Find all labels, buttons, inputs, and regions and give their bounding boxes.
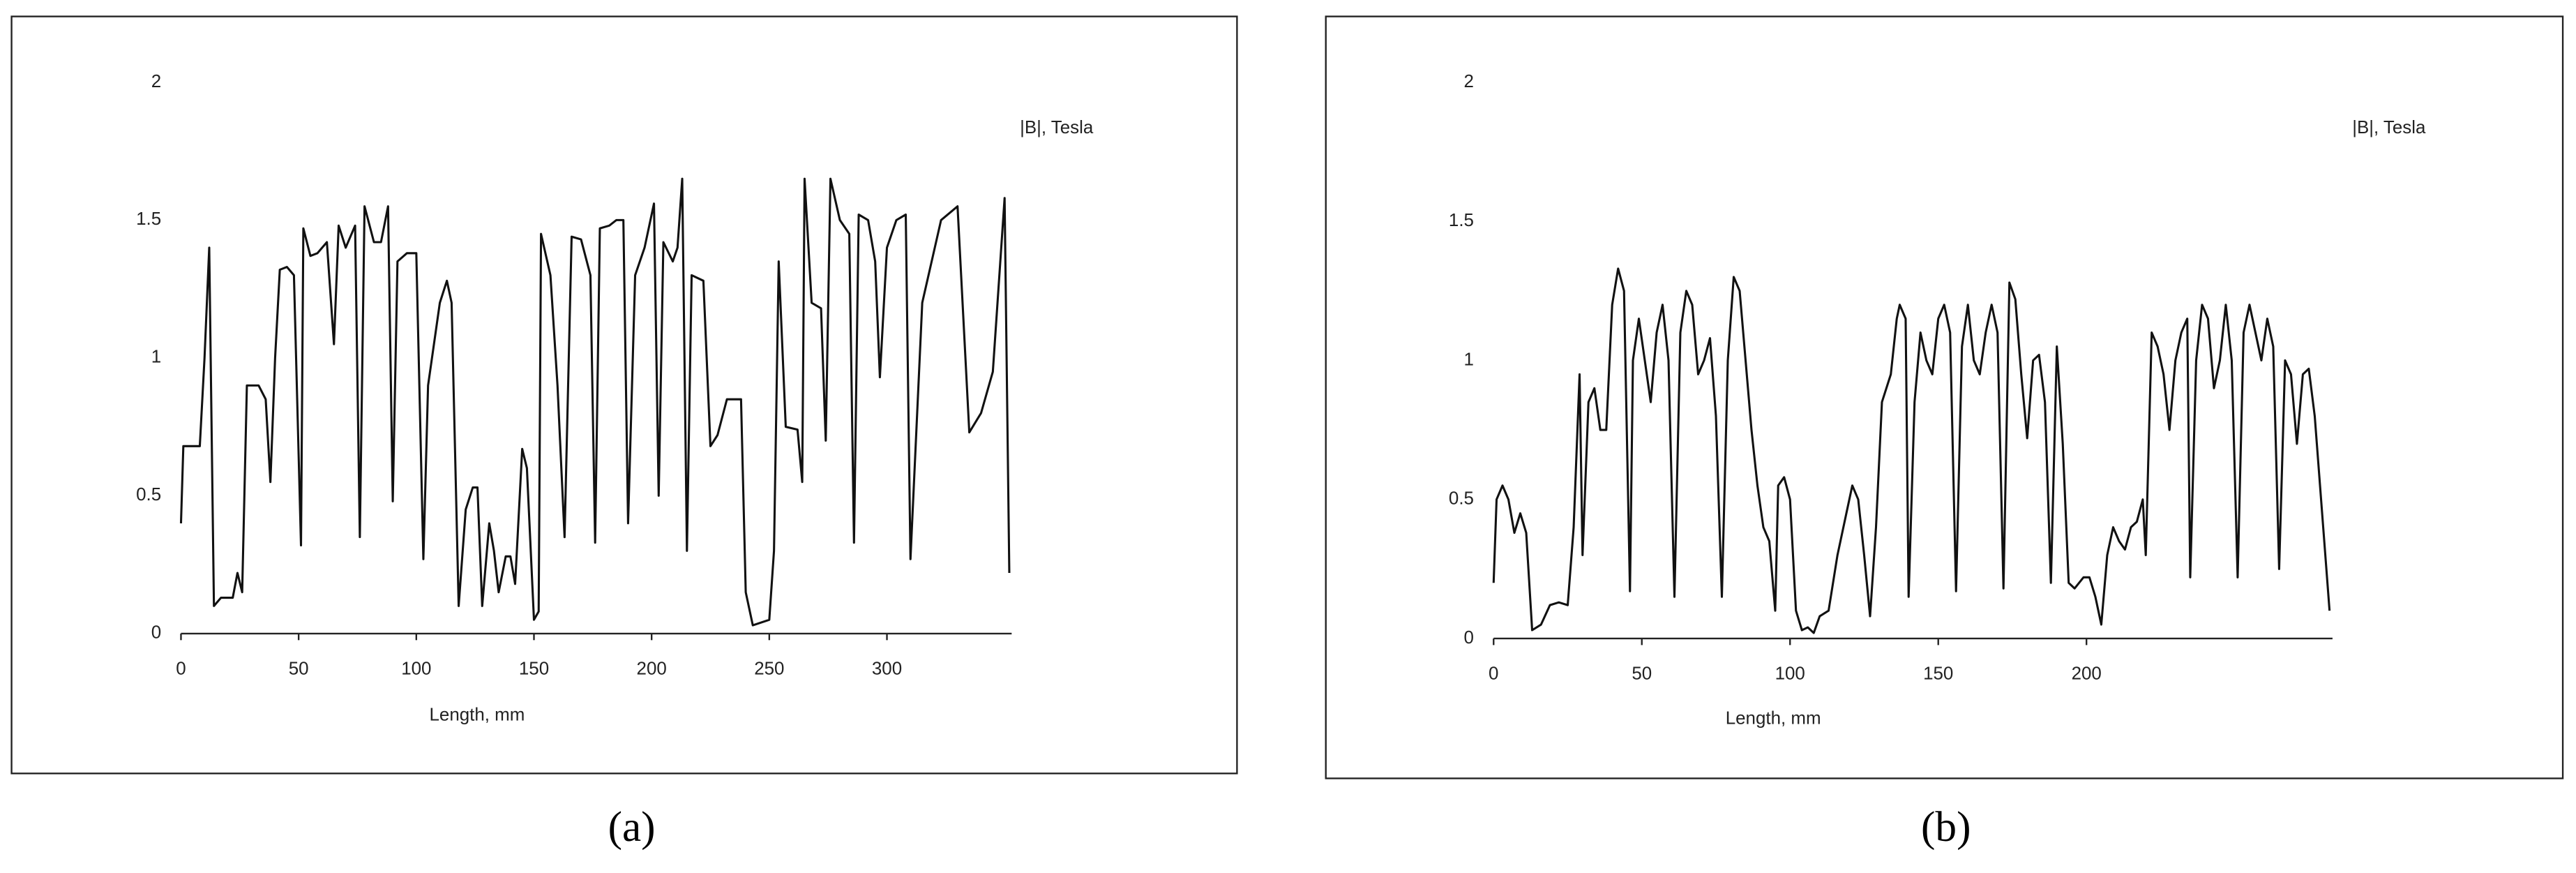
y-tick-label: 1.5	[1449, 211, 1474, 230]
y-tick-label: 0.5	[1449, 489, 1474, 509]
x-tick-label: 250	[754, 659, 784, 679]
y-tick-label: 1	[151, 348, 161, 367]
panel-caption: (b)	[1921, 803, 1971, 851]
x-tick-label: 100	[401, 659, 431, 679]
data-line	[1492, 267, 2331, 634]
x-tick-label: 0	[176, 659, 186, 679]
y-axis-label: |B|, Tesla	[2352, 118, 2426, 137]
y-axis-label: |B|, Tesla	[1020, 118, 1094, 137]
x-axis-label: Length, mm	[429, 706, 525, 725]
panel-caption: (a)	[608, 803, 656, 851]
x-tick-label: 200	[637, 659, 667, 679]
y-tick-label: 0	[1464, 628, 1474, 648]
x-tick-label: 300	[872, 659, 902, 679]
y-tick-label: 2	[151, 72, 161, 91]
panel-frame	[10, 15, 1238, 775]
x-tick-label: 0	[1489, 664, 1498, 684]
x-tick-label: 50	[289, 659, 309, 679]
data-line	[179, 177, 1011, 627]
x-tick-label: 200	[2072, 664, 2102, 684]
x-axis-label: Length, mm	[1726, 708, 1821, 728]
x-tick-label: 150	[519, 659, 549, 679]
y-tick-label: 0.5	[136, 485, 161, 505]
panel-frame	[1325, 15, 2564, 779]
x-tick-label: 100	[1775, 664, 1805, 684]
y-tick-label: 2	[1464, 72, 1474, 91]
y-tick-label: 1.5	[136, 209, 161, 229]
x-tick-label: 50	[1632, 664, 1652, 684]
y-tick-label: 1	[1464, 350, 1474, 369]
x-tick-label: 150	[1923, 664, 1953, 684]
y-tick-label: 0	[151, 623, 161, 643]
